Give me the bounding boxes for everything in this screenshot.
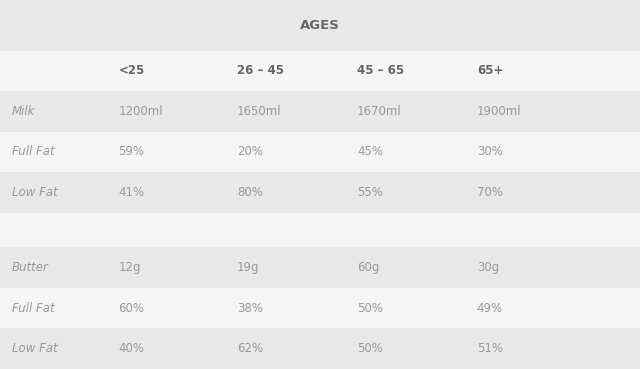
Bar	[0, 213, 640, 248]
Bar	[0, 0, 640, 51]
Bar	[0, 288, 640, 328]
Text: Milk: Milk	[12, 105, 35, 118]
Bar	[0, 172, 640, 213]
Text: 49%: 49%	[477, 302, 503, 315]
Text: 12g: 12g	[118, 261, 141, 274]
Text: Full Fat: Full Fat	[12, 145, 54, 158]
Text: 80%: 80%	[237, 186, 262, 199]
Text: 59%: 59%	[118, 145, 145, 158]
Text: 60%: 60%	[118, 302, 145, 315]
Text: 1670ml: 1670ml	[357, 105, 402, 118]
Text: Low Fat: Low Fat	[12, 186, 57, 199]
Text: <25: <25	[118, 64, 145, 77]
Text: 1900ml: 1900ml	[477, 105, 522, 118]
Bar	[0, 328, 640, 369]
Text: 30%: 30%	[477, 145, 502, 158]
Text: 26 – 45: 26 – 45	[237, 64, 284, 77]
Text: Full Fat: Full Fat	[12, 302, 54, 315]
Text: 50%: 50%	[357, 342, 383, 355]
Bar	[0, 248, 640, 288]
Text: 1200ml: 1200ml	[118, 105, 163, 118]
Text: 41%: 41%	[118, 186, 145, 199]
Text: 45%: 45%	[357, 145, 383, 158]
Text: 50%: 50%	[357, 302, 383, 315]
Bar	[0, 51, 640, 91]
Bar	[0, 91, 640, 132]
Text: 40%: 40%	[118, 342, 145, 355]
Text: 51%: 51%	[477, 342, 503, 355]
Text: 55%: 55%	[357, 186, 383, 199]
Text: Low Fat: Low Fat	[12, 342, 57, 355]
Text: 62%: 62%	[237, 342, 263, 355]
Text: 45 – 65: 45 – 65	[357, 64, 404, 77]
Bar	[0, 132, 640, 172]
Text: 1650ml: 1650ml	[237, 105, 282, 118]
Text: 30g: 30g	[477, 261, 499, 274]
Text: 65+: 65+	[477, 64, 503, 77]
Text: 70%: 70%	[477, 186, 503, 199]
Text: 38%: 38%	[237, 302, 262, 315]
Text: 19g: 19g	[237, 261, 259, 274]
Text: AGES: AGES	[300, 19, 340, 32]
Text: 20%: 20%	[237, 145, 263, 158]
Text: 60g: 60g	[357, 261, 380, 274]
Text: Butter: Butter	[12, 261, 49, 274]
